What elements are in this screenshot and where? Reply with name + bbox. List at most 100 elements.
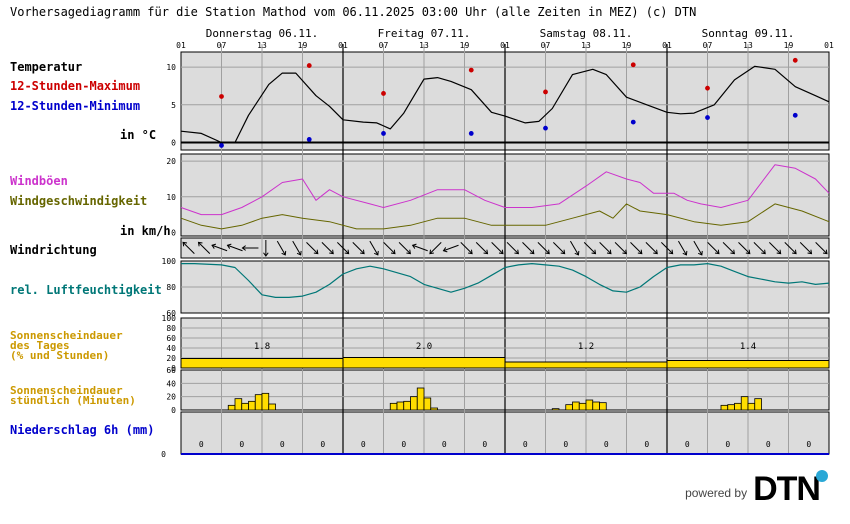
sunshine-hourly-bar xyxy=(241,402,249,411)
wind-arrow-shaft xyxy=(645,241,658,255)
wind-arrow xyxy=(321,241,334,255)
wind-arrow-head xyxy=(730,249,735,255)
humidity-line xyxy=(181,263,830,298)
wind-arrow-shaft xyxy=(677,240,687,256)
temperature-series xyxy=(180,57,830,148)
label-niederschlag: Niederschlag 6h (mm) xyxy=(10,423,155,437)
wind-arrow-shaft xyxy=(336,241,350,255)
wind-arrow-head xyxy=(281,250,287,256)
day-label: Freitag 07.11. xyxy=(378,27,471,40)
wind-arrow-shaft xyxy=(693,240,703,256)
wind-arrow xyxy=(263,240,269,257)
wind-arrow xyxy=(753,241,766,255)
sunshine-hourly-bar xyxy=(599,402,607,411)
wind-arrow xyxy=(738,241,751,255)
min-point xyxy=(543,125,548,131)
y-tick-label: 0 xyxy=(171,406,176,415)
wind-arrow xyxy=(522,241,535,255)
precip-value: 0 xyxy=(563,440,568,449)
wind-arrow-head xyxy=(529,249,535,255)
y-tick-label: 40 xyxy=(166,344,176,353)
wind-arrow xyxy=(660,241,674,255)
precip-value: 0 xyxy=(401,440,406,449)
precip-value: 0 xyxy=(239,440,244,449)
wind-arrow xyxy=(722,241,735,255)
max-point xyxy=(792,57,798,63)
y-tick-label: 0 xyxy=(171,228,176,237)
wind-arrow-head xyxy=(313,249,319,255)
wind-arrow-shaft xyxy=(198,241,211,255)
wind-arrow-shaft xyxy=(768,241,782,255)
sunshine-hourly-bar xyxy=(234,398,243,411)
y-tick-label: 100 xyxy=(162,257,177,266)
wind-arrow-shaft xyxy=(722,241,735,255)
hour-tick-label: 01 xyxy=(176,41,186,50)
wind-arrow xyxy=(241,245,259,251)
wind-arrow xyxy=(537,241,550,255)
wind-arrow xyxy=(583,241,597,255)
sunshine-hourly-bar xyxy=(410,396,418,411)
wind-arrow-head xyxy=(776,249,782,255)
wind-arrow-head xyxy=(637,249,643,255)
precip-value: 0 xyxy=(725,440,730,449)
precip-value: 0 xyxy=(482,440,487,449)
sunshine-hourly-bar xyxy=(396,401,405,411)
sunshine-daily-label: 1.4 xyxy=(740,342,756,352)
wind-arrow xyxy=(182,241,195,255)
y-tick-label: 0 xyxy=(171,138,176,147)
day-label: Sonntag 09.11. xyxy=(702,27,795,40)
label-windgeschwindigkeit: Windgeschwindigkeit xyxy=(10,194,147,208)
wind-arrow-head xyxy=(329,249,334,255)
label-windboen: Windböen xyxy=(10,174,68,188)
chart-title: Vorhersagediagramm für die Station Matho… xyxy=(10,5,696,19)
label-sonne-tag-3: (% und Stunden) xyxy=(10,349,109,362)
y-tick-label: 0 xyxy=(171,364,176,373)
wind-arrow xyxy=(784,241,797,255)
sunshine-hourly-bar xyxy=(261,392,270,411)
dtn-logo: DTN xyxy=(753,470,832,506)
wind-arrow-shaft xyxy=(537,241,550,255)
wind-arrow-head xyxy=(792,249,797,255)
y-tick-label: 80 xyxy=(166,283,176,292)
wind-arrow-shaft xyxy=(660,241,674,255)
day-label: Samstag 08.11. xyxy=(540,27,633,40)
wind-arrow-head xyxy=(514,249,519,255)
precip-value: 0 xyxy=(320,440,325,449)
wind-arrow-head xyxy=(263,252,269,257)
sunshine-daily-label: 1.8 xyxy=(254,342,270,352)
wind-arrow-shaft xyxy=(784,241,797,255)
wind-arrow xyxy=(442,244,459,253)
max-point xyxy=(705,85,710,91)
precip-value: 0 xyxy=(604,440,609,449)
wind-arrow-shaft xyxy=(429,241,442,255)
wind-arrow xyxy=(799,241,813,255)
wind-arrow xyxy=(306,241,319,255)
sunshine-hourly-bar xyxy=(754,398,762,411)
wind-arrow xyxy=(491,241,504,255)
wind-arrow-head xyxy=(697,250,703,256)
precip-value: 0 xyxy=(766,440,771,449)
wind-arrow-shaft xyxy=(475,241,488,255)
wind-arrow-head xyxy=(197,241,203,247)
wind-arrow-shaft xyxy=(738,241,751,255)
wind-arrow xyxy=(292,240,302,256)
wind-arrow xyxy=(383,241,396,255)
wind-arrow xyxy=(398,241,411,255)
min-point xyxy=(792,112,798,118)
wind-arrow-head xyxy=(606,249,612,255)
sunshine-hourly-bar xyxy=(734,402,742,411)
wind-arrow-shaft xyxy=(753,241,766,255)
wind-arrow-head xyxy=(211,243,217,249)
max-point xyxy=(468,67,474,73)
wind-speed-line xyxy=(180,203,830,230)
wind-arrow-shaft xyxy=(443,244,459,252)
sunshine-hourly-bar xyxy=(578,402,587,411)
wind-arrow-shaft xyxy=(614,241,627,255)
wind-arrow xyxy=(276,240,287,256)
sunshine-hourly-bar xyxy=(572,401,580,411)
wind-arrow xyxy=(429,241,442,255)
label-max: 12-Stunden-Maximum xyxy=(10,79,140,93)
label-sonne-std-2: stündlich (Minuten) xyxy=(10,394,136,407)
wind-arrow xyxy=(599,241,612,255)
